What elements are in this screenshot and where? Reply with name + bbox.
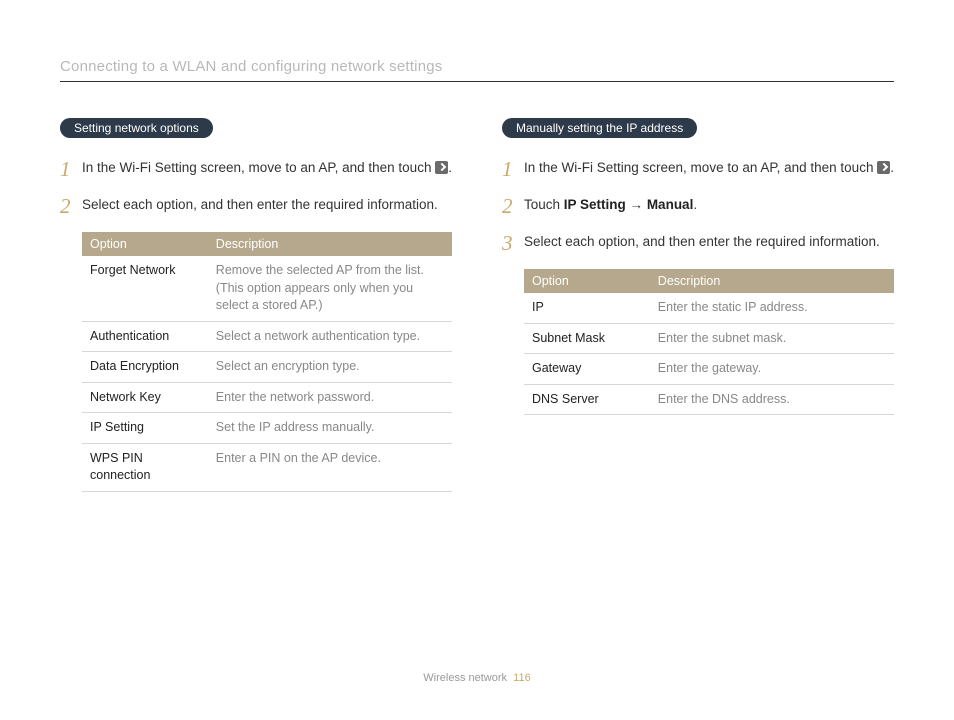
description-cell: Select an encryption type.: [208, 352, 452, 383]
section-pill-right: Manually setting the IP address: [502, 118, 697, 138]
step-text: Select each option, and then enter the r…: [524, 232, 894, 255]
chevron-right-icon: [877, 161, 890, 174]
page-footer: Wireless network 116: [0, 672, 954, 684]
left-options-table: Option Description Forget NetworkRemove …: [82, 232, 452, 492]
description-cell: Remove the selected AP from the list. (T…: [208, 256, 452, 321]
table-header-option: Option: [524, 269, 650, 293]
footer-page-number: 116: [513, 672, 531, 684]
description-cell: Enter a PIN on the AP device.: [208, 443, 452, 491]
table-row: Data EncryptionSelect an encryption type…: [82, 352, 452, 383]
content-columns: Setting network options 1 In the Wi-Fi S…: [60, 118, 894, 492]
table-row: WPS PIN connectionEnter a PIN on the AP …: [82, 443, 452, 491]
option-cell: Gateway: [524, 354, 650, 385]
step-text: In the Wi-Fi Setting screen, move to an …: [524, 158, 894, 181]
step-number: 2: [60, 195, 82, 218]
option-cell: Subnet Mask: [524, 323, 650, 354]
step-number: 1: [502, 158, 524, 181]
right-step-3: 3 Select each option, and then enter the…: [502, 232, 894, 255]
step-text-bold-2: Manual: [647, 197, 694, 212]
description-cell: Select a network authentication type.: [208, 321, 452, 352]
description-cell: Enter the static IP address.: [650, 293, 894, 323]
step-text-t2: .: [693, 197, 697, 212]
chevron-right-icon: [435, 161, 448, 174]
table-row: Network KeyEnter the network password.: [82, 382, 452, 413]
option-cell: DNS Server: [524, 384, 650, 415]
left-step-1: 1 In the Wi-Fi Setting screen, move to a…: [60, 158, 452, 181]
table-header-description: Description: [208, 232, 452, 256]
footer-section: Wireless network: [423, 672, 507, 684]
table-row: Subnet MaskEnter the subnet mask.: [524, 323, 894, 354]
step-text-bold-1: IP Setting: [564, 197, 626, 212]
left-column: Setting network options 1 In the Wi-Fi S…: [60, 118, 452, 492]
step-text-pre: In the Wi-Fi Setting screen, move to an …: [524, 160, 877, 175]
option-cell: IP Setting: [82, 413, 208, 444]
step-text: In the Wi-Fi Setting screen, move to an …: [82, 158, 452, 181]
description-cell: Set the IP address manually.: [208, 413, 452, 444]
step-text-pre: In the Wi-Fi Setting screen, move to an …: [82, 160, 435, 175]
option-cell: WPS PIN connection: [82, 443, 208, 491]
step-number: 3: [502, 232, 524, 255]
description-cell: Enter the subnet mask.: [650, 323, 894, 354]
right-column: Manually setting the IP address 1 In the…: [502, 118, 894, 492]
right-options-table: Option Description IPEnter the static IP…: [524, 269, 894, 415]
table-row: IPEnter the static IP address.: [524, 293, 894, 323]
description-cell: Enter the network password.: [208, 382, 452, 413]
option-cell: Network Key: [82, 382, 208, 413]
option-cell: Authentication: [82, 321, 208, 352]
table-row: AuthenticationSelect a network authentic…: [82, 321, 452, 352]
table-header-row: Option Description: [82, 232, 452, 256]
step-text-post: .: [448, 160, 452, 175]
table-row: IP SettingSet the IP address manually.: [82, 413, 452, 444]
right-step-1: 1 In the Wi-Fi Setting screen, move to a…: [502, 158, 894, 181]
description-cell: Enter the DNS address.: [650, 384, 894, 415]
description-cell: Enter the gateway.: [650, 354, 894, 385]
step-text-arrow: →: [626, 197, 647, 212]
step-number: 2: [502, 195, 524, 218]
left-step-2: 2 Select each option, and then enter the…: [60, 195, 452, 218]
step-number: 1: [60, 158, 82, 181]
step-text: Select each option, and then enter the r…: [82, 195, 452, 218]
step-text: Touch IP Setting → Manual.: [524, 195, 894, 218]
step-text-t1: Touch: [524, 197, 564, 212]
table-header-description: Description: [650, 269, 894, 293]
table-row: GatewayEnter the gateway.: [524, 354, 894, 385]
table-header-row: Option Description: [524, 269, 894, 293]
option-cell: Data Encryption: [82, 352, 208, 383]
right-step-2: 2 Touch IP Setting → Manual.: [502, 195, 894, 218]
table-header-option: Option: [82, 232, 208, 256]
option-cell: IP: [524, 293, 650, 323]
page-header: Connecting to a WLAN and configuring net…: [60, 58, 894, 82]
step-text-post: .: [890, 160, 894, 175]
section-pill-left: Setting network options: [60, 118, 213, 138]
table-row: DNS ServerEnter the DNS address.: [524, 384, 894, 415]
option-cell: Forget Network: [82, 256, 208, 321]
table-row: Forget NetworkRemove the selected AP fro…: [82, 256, 452, 321]
